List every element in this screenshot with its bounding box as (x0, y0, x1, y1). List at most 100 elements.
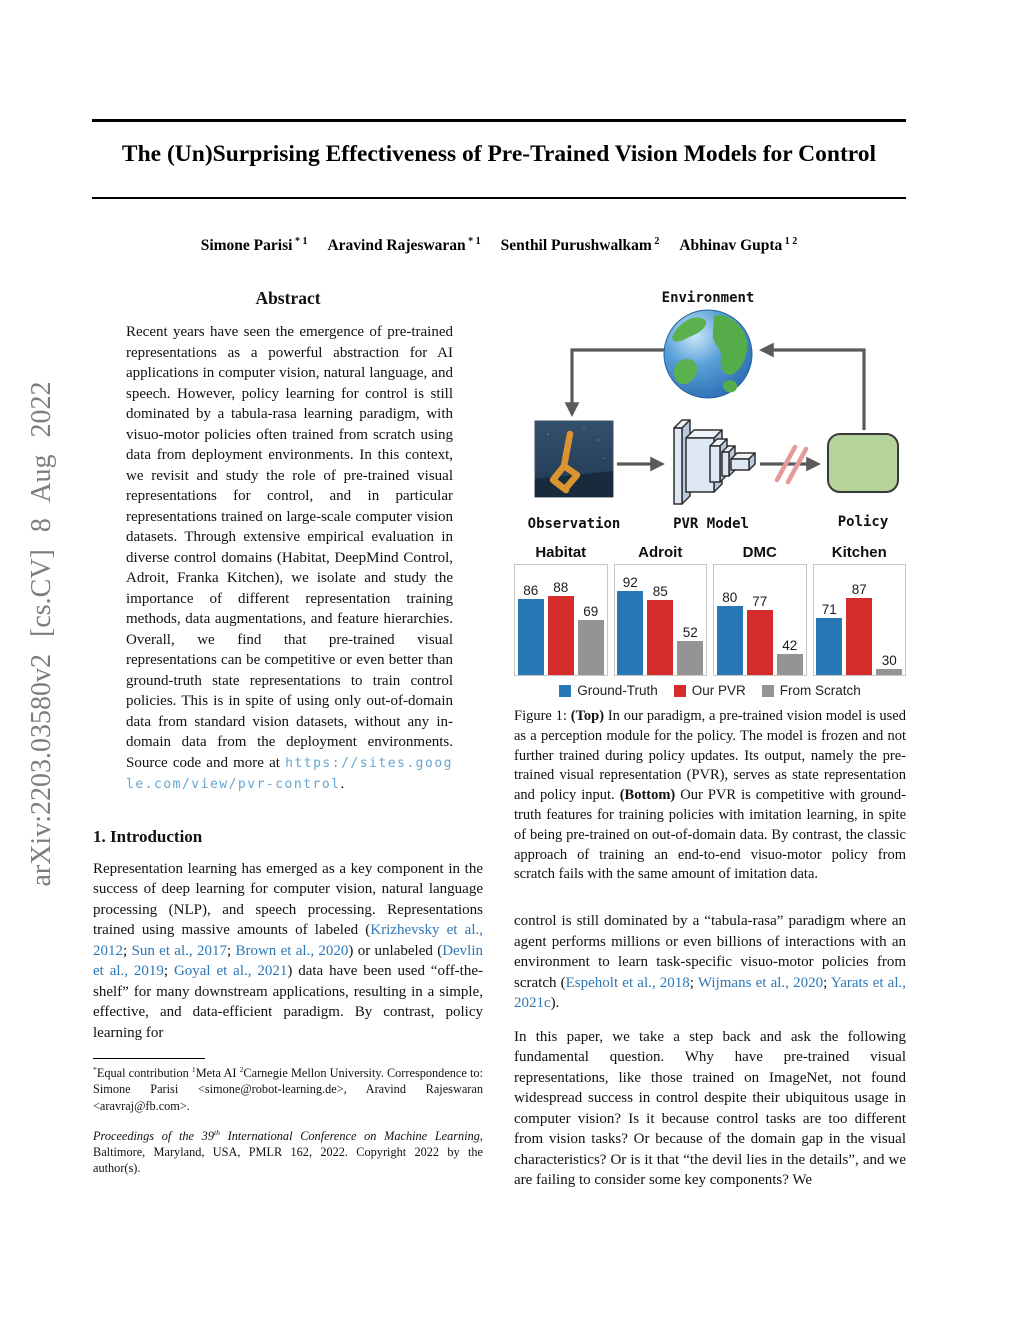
chart-panel: 80 77 42 (713, 564, 807, 676)
chart-group-habitat: Habitat 86 88 69 (514, 544, 608, 676)
bar-value-label: 80 (722, 590, 738, 605)
footnote-proceedings: Proceedings of the 39th International Co… (93, 1127, 483, 1176)
bar-value-label: 77 (752, 594, 768, 609)
left-column: Abstract Recent years have seen the emer… (93, 288, 483, 1177)
bar-value-label: 30 (881, 653, 897, 668)
bar-group: 88 (547, 580, 574, 675)
author: Aravind Rajeswaran * 1 (327, 236, 481, 255)
legend-marker (673, 684, 686, 697)
bar-group: 87 (846, 582, 873, 675)
chart-group-adroit: Adroit 92 85 52 (613, 544, 707, 676)
walker-icon (549, 430, 581, 494)
body-paragraph: In this paper, we take a step back and a… (514, 1028, 906, 1189)
bar (577, 620, 604, 675)
bar (677, 641, 704, 675)
frozen-slashes-icon (774, 444, 809, 485)
policy-box (827, 433, 899, 493)
chart-group-title: Habitat (535, 544, 587, 561)
citation-link[interactable]: Goyal et al., 2021 (173, 963, 288, 979)
diagram-graphics (534, 309, 899, 505)
bar (647, 600, 674, 675)
citation-link[interactable]: Wijmans et al., 2020 (697, 974, 824, 991)
citation-link[interactable]: Devlin et al., 2019 (93, 942, 484, 980)
author-line: Simone Parisi * 1 Aravind Rajeswaran * 1 S… (92, 236, 906, 255)
globe-icon (663, 309, 753, 399)
footnote-affiliations: *Equal contribution 1Meta AI 2Carnegie M… (93, 1064, 483, 1113)
bar-value-label: 69 (583, 604, 599, 619)
bar-value-label: 42 (782, 638, 798, 653)
arxiv-sidebar-label: arXiv:2203.03580v2 [cs.CV] 8 Aug 2022 (26, 381, 57, 887)
observation-label: Observation (527, 516, 621, 532)
pvr-model-label: PVR Model (673, 516, 749, 532)
legend-label: From Scratch (779, 683, 861, 698)
citation-link[interactable]: Espeholt et al., 2018 (565, 974, 690, 991)
legend-label: Ground-Truth (577, 683, 658, 698)
bar (816, 618, 843, 675)
bar-group: 30 (876, 653, 903, 675)
chart-group-kitchen: Kitchen 71 87 30 (812, 544, 906, 676)
citation-link[interactable]: Krizhevsky et al., 2012 (93, 922, 483, 959)
bar (846, 598, 873, 675)
bar (547, 596, 574, 675)
body-paragraph: control is still dominated by a “tabula-… (514, 913, 907, 1012)
bar-group: 86 (517, 583, 544, 675)
arrow-environment-to-observation (564, 348, 664, 417)
page-title: The (Un)Surprising Effectiveness of Pre-… (121, 141, 877, 167)
bar-group: 42 (776, 638, 803, 675)
bar-value-label: 87 (851, 582, 867, 597)
figure1-caption: Figure 1: (Top) In our paradigm, a pre-t… (514, 708, 906, 883)
chart-group-dmc: DMC 80 77 42 (713, 544, 807, 676)
bar-group: 77 (746, 594, 773, 675)
bar (776, 654, 803, 675)
bar-group: 80 (716, 590, 743, 675)
bar (617, 591, 644, 675)
figure1-diagram: Environment Observation PVR Model Policy (514, 288, 906, 540)
chart-panel: 86 88 69 (514, 564, 608, 676)
bar-group: 69 (577, 604, 604, 675)
legend-marker (559, 684, 572, 697)
chart-legend: Ground-Truth Our PVR From Scratch (514, 683, 906, 698)
citation-link[interactable]: Yarats et al., 2021c (514, 974, 907, 1012)
bar-group: 92 (617, 575, 644, 675)
chart-panel: 71 87 30 (812, 564, 906, 676)
url-link[interactable]: https://sites.google.com/view/pvr-contro… (126, 755, 453, 793)
chart-group-title: Kitchen (831, 544, 887, 561)
bar-value-label: 92 (622, 575, 638, 590)
footnote-rule (93, 1058, 205, 1059)
author: Abhinav Gupta 1 2 (679, 236, 798, 255)
intro-paragraph: Representation learning has emerged as a… (93, 860, 484, 1041)
chart-panel: 92 85 52 (613, 564, 707, 676)
bar-group: 85 (647, 584, 674, 675)
author: Senthil Purushwalkam 2 (500, 236, 660, 255)
policy-label: Policy (837, 514, 889, 530)
bar-value-label: 52 (682, 625, 698, 640)
bar (716, 606, 743, 675)
chart-group-title: Adroit (638, 544, 683, 561)
citation-link[interactable]: Sun et al., 2017 (131, 942, 227, 959)
section-heading-introduction: 1. Introduction (93, 826, 203, 846)
observation-image (534, 420, 614, 498)
abstract-text: Recent years have seen the emergence of … (126, 324, 453, 793)
header-rule-bottom (92, 197, 906, 199)
abstract-heading: Abstract (255, 288, 321, 308)
legend-item: From Scratch (761, 683, 861, 698)
bar-value-label: 88 (553, 580, 569, 595)
bar (746, 610, 773, 675)
pvr-model-icon (673, 419, 756, 505)
legend-item: Our PVR (673, 683, 746, 698)
author: Simone Parisi * 1 (200, 236, 308, 255)
bar-value-label: 71 (821, 602, 837, 617)
chart-group-title: DMC (742, 544, 777, 561)
chart-panels: Habitat 86 88 69 Adroit 92 85 52 DMC 80 77 42 Kitche… (514, 544, 906, 676)
legend-marker (761, 684, 774, 697)
legend-item: Ground-Truth (559, 683, 658, 698)
arrow-policy-to-environment (759, 342, 866, 430)
header-rule-top (92, 119, 906, 122)
bar-value-label: 86 (523, 583, 539, 598)
bar-group: 52 (677, 625, 704, 675)
bar-value-label: 85 (652, 584, 668, 599)
citation-link[interactable]: Brown et al., 2020 (235, 942, 349, 959)
right-column: Environment Observation PVR Model Policy… (514, 288, 906, 1191)
bar (876, 669, 903, 675)
